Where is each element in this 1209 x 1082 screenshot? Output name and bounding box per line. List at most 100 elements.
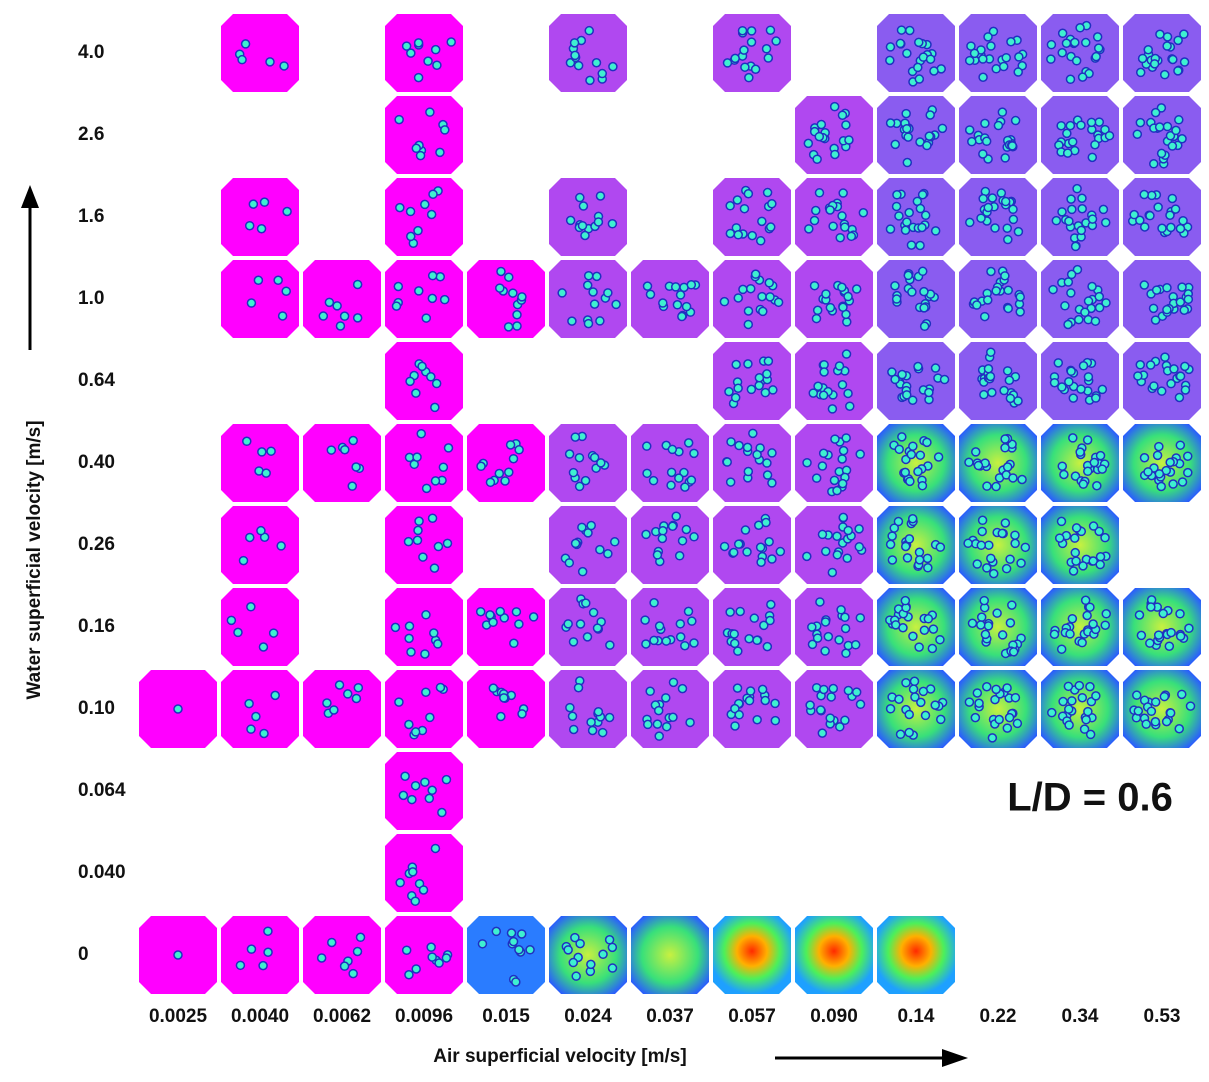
bubble-dot — [510, 639, 518, 647]
x-tick-label: 0.037 — [646, 1006, 694, 1027]
bubble-dot — [1101, 621, 1109, 629]
bubble-dot — [1076, 448, 1084, 456]
regime-cell — [959, 96, 1037, 174]
regime-cell — [795, 588, 873, 666]
bubble-dot — [915, 548, 923, 556]
regime-cell — [221, 670, 299, 748]
bubble-dot — [720, 298, 728, 306]
bubble-dot — [814, 634, 822, 642]
bubble-dot — [816, 598, 824, 606]
bubble-dot — [828, 568, 836, 576]
bubble-dot — [1051, 379, 1059, 387]
bubble-dot — [1067, 195, 1075, 203]
bubble-dot — [429, 272, 437, 280]
bubble-dot — [238, 56, 246, 64]
bubble-dot — [905, 729, 913, 737]
bubble-dot — [352, 463, 360, 471]
x-tick-label: 0.14 — [898, 1006, 935, 1027]
bubble-dot — [772, 37, 780, 45]
bubble-dot — [1004, 367, 1012, 375]
bubble-dot — [1092, 394, 1100, 402]
bubble-dot — [1144, 468, 1152, 476]
bubble-dot — [1161, 353, 1169, 361]
bubble-dot — [936, 636, 944, 644]
bubble-dot — [341, 312, 349, 320]
bubble-dot — [662, 637, 670, 645]
bubble-dot — [606, 641, 614, 649]
bubble-dot — [327, 446, 335, 454]
bubble-dot — [341, 446, 349, 454]
bubble-dot — [811, 282, 819, 290]
bubble-dot — [1181, 58, 1189, 66]
bubble-dot — [821, 647, 829, 655]
bubble-dot — [1008, 601, 1016, 609]
bubble-dot — [1158, 149, 1166, 157]
bubble-dot — [568, 317, 576, 325]
bubble-dot — [673, 301, 681, 309]
bubble-dot — [576, 482, 584, 490]
bubble-dot — [596, 546, 604, 554]
bubble-dot — [505, 273, 513, 281]
bubble-dot — [1078, 194, 1086, 202]
bubble-dot — [930, 67, 938, 75]
bubble-dot — [677, 291, 685, 299]
bubble-dot — [805, 225, 813, 233]
bubble-dot — [641, 616, 649, 624]
bubble-dot — [1078, 639, 1086, 647]
bubble-dot — [565, 559, 573, 567]
bubble-dot — [998, 108, 1006, 116]
bubble-dot — [1005, 376, 1013, 384]
bubble-dot — [980, 391, 988, 399]
bubble-dot — [926, 111, 934, 119]
bubble-dot — [1056, 534, 1064, 542]
bubble-dot — [1000, 387, 1008, 395]
bubble-dot — [767, 600, 775, 608]
bubble-dot — [258, 225, 266, 233]
bubble-dot — [254, 276, 262, 284]
bubble-dot — [835, 636, 843, 644]
bubble-dot — [271, 691, 279, 699]
bubble-dot — [820, 449, 828, 457]
bubble-dot — [838, 283, 846, 291]
bubble-dot — [731, 722, 739, 730]
bubble-dot — [644, 282, 652, 290]
bubble-dot — [1185, 624, 1193, 632]
bubble-dot — [690, 533, 698, 541]
bubble-dot — [893, 191, 901, 199]
bubble-dot — [842, 121, 850, 129]
bubble-dot — [739, 285, 747, 293]
bubble-dot — [1016, 308, 1024, 316]
bubble-dot — [421, 650, 429, 658]
bubble-dot — [431, 844, 439, 852]
bubble-dot — [507, 929, 515, 937]
y-tick-label: 0.40 — [78, 452, 115, 473]
bubble-dot — [1184, 452, 1192, 460]
bubble-dot — [510, 938, 518, 946]
bubble-dot — [836, 234, 844, 242]
bubble-dot — [1069, 394, 1077, 402]
bubble-dot — [744, 443, 752, 451]
bubble-dot — [1064, 682, 1072, 690]
bubble-dot — [662, 694, 670, 702]
bubble-dot — [903, 125, 911, 133]
bubble-dot — [436, 683, 444, 691]
bubble-dot — [1004, 236, 1012, 244]
bubble-dot — [1021, 543, 1029, 551]
bubble-dot — [1174, 67, 1182, 75]
bubble-dot — [1065, 378, 1073, 386]
bubble-dot — [1066, 630, 1074, 638]
bubble-dot — [1163, 306, 1171, 314]
bubble-dot — [917, 698, 925, 706]
bubble-dot — [1001, 444, 1009, 452]
bubble-dot — [429, 514, 437, 522]
bubble-dot — [669, 678, 677, 686]
bubble-dot — [1001, 519, 1009, 527]
bubble-dot — [902, 679, 910, 687]
bubble-dot — [1003, 684, 1011, 692]
bubble-dot — [1082, 39, 1090, 47]
bubble-dot — [318, 954, 326, 962]
bubble-dot — [895, 695, 903, 703]
bubble-dot — [1152, 109, 1160, 117]
regime-cell — [631, 260, 709, 338]
bubble-dot — [1084, 467, 1092, 475]
